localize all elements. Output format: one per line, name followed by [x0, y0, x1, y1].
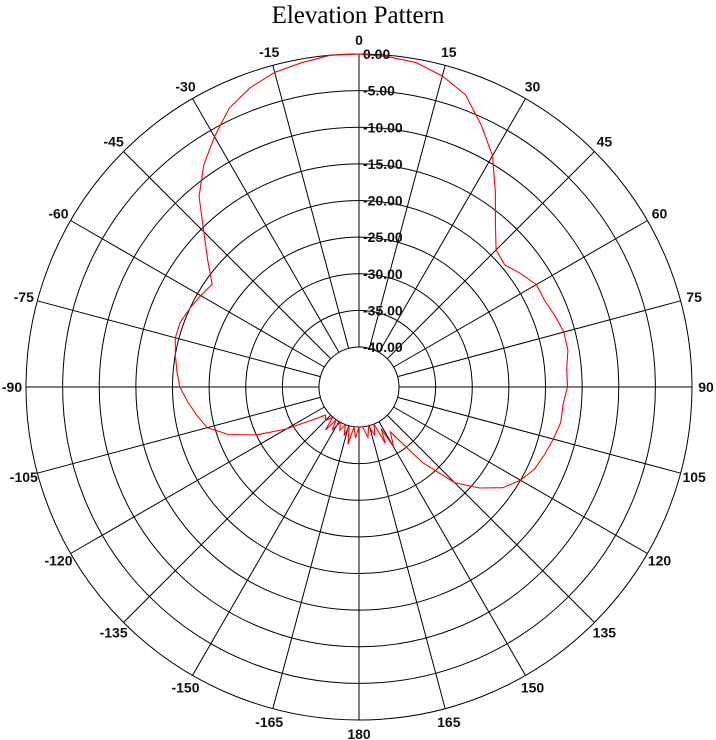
- grid-spoke-22: [192, 98, 340, 353]
- grid-spoke-9: [386, 414, 595, 623]
- angle-tick-label-8: 120: [648, 553, 672, 569]
- angle-tick-label-16: -120: [44, 553, 72, 569]
- angle-tick-label-11: 165: [437, 714, 461, 730]
- grid-spoke-15: [123, 414, 332, 623]
- grid-spoke-14: [192, 421, 340, 676]
- grid-spoke-23: [272, 65, 350, 349]
- radial-tick-label-5: -25.00: [363, 229, 403, 245]
- chart-title: Elevation Pattern: [271, 2, 445, 29]
- angle-tick-labels: 0 15 30 45 60 75 90 105 120 135 150 165 180 -165 -150 -…: [2, 32, 714, 740]
- angle-tick-label-18: -90: [2, 379, 22, 395]
- grid-spoke-5: [397, 300, 681, 378]
- angle-tick-label-9: 135: [593, 624, 617, 640]
- grid-ring-8: [318, 346, 400, 428]
- radial-tick-label-4: -20.00: [363, 193, 403, 209]
- angle-tick-label-14: -150: [171, 680, 199, 696]
- angle-tick-label-3: 45: [597, 134, 613, 150]
- radial-tick-label-1: -5.00: [363, 83, 395, 99]
- angle-tick-label-6: 90: [698, 379, 714, 395]
- angle-tick-label-10: 150: [521, 680, 545, 696]
- angle-tick-label-7: 105: [682, 469, 706, 485]
- radial-tick-labels: 0.00 -5.00 -10.00 -15.00 -20.00 -25.00 -30.00 -…: [363, 46, 403, 355]
- grid-spoke-20: [70, 220, 325, 368]
- series-layer: [174, 53, 569, 489]
- series-line-0: [174, 53, 569, 489]
- grid-spoke-11: [368, 425, 446, 709]
- angle-tick-label-1: 15: [441, 44, 457, 60]
- angle-tick-label-15: -135: [100, 624, 128, 640]
- angle-tick-label-5: 75: [686, 289, 702, 305]
- grid-spoke-3: [386, 151, 595, 360]
- grid-spoke-19: [37, 300, 321, 378]
- angle-tick-label-17: -105: [10, 469, 38, 485]
- grid-spoke-17: [37, 396, 321, 474]
- angle-tick-label-13: -165: [255, 714, 283, 730]
- grid-spoke-10: [378, 421, 526, 676]
- angle-tick-label-21: -45: [104, 134, 124, 150]
- radial-tick-label-0: 0.00: [363, 46, 390, 62]
- grid-spoke-4: [393, 220, 648, 368]
- grid-spoke-13: [272, 425, 350, 709]
- grid-spoke-16: [70, 406, 325, 554]
- angle-tick-label-12: 180: [347, 726, 371, 740]
- grid-spoke-1: [368, 65, 446, 349]
- angle-tick-label-23: -15: [259, 44, 279, 60]
- angle-tick-label-0: 0: [355, 32, 363, 48]
- grid-spoke-21: [123, 151, 332, 360]
- angle-tick-label-22: -30: [175, 78, 195, 94]
- radial-tick-label-3: -15.00: [363, 156, 403, 172]
- angle-tick-label-2: 30: [525, 78, 541, 94]
- radial-tick-label-8: -40.00: [363, 339, 403, 355]
- angle-tick-label-19: -75: [14, 289, 34, 305]
- angle-tick-label-20: -60: [48, 206, 68, 222]
- grid-spoke-2: [378, 98, 526, 353]
- angular-grid: [26, 54, 692, 720]
- radial-tick-label-6: -30.00: [363, 266, 403, 282]
- radial-tick-label-7: -35.00: [363, 302, 403, 318]
- grid-spoke-7: [397, 396, 681, 474]
- angle-tick-label-4: 60: [652, 206, 668, 222]
- radial-tick-label-2: -10.00: [363, 119, 403, 135]
